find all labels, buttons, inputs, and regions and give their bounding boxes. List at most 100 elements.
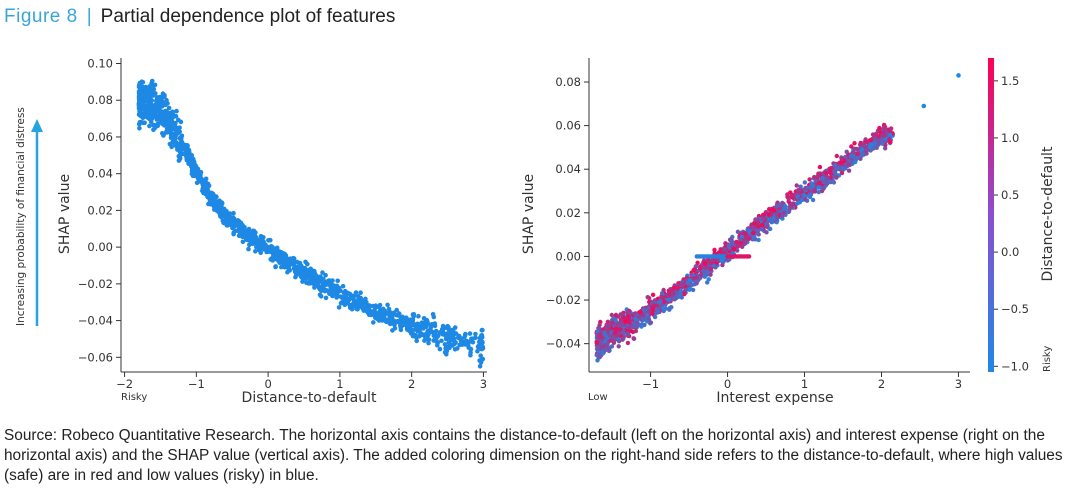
data-point (145, 90, 150, 96)
data-point (807, 177, 812, 182)
data-point (392, 325, 398, 331)
data-point (855, 152, 860, 157)
data-point (182, 145, 188, 151)
data-point (705, 280, 710, 285)
data-point (806, 193, 811, 199)
data-point (448, 330, 454, 336)
data-point (605, 343, 610, 348)
y-tick-label: 0.04 (87, 167, 113, 181)
data-point (712, 247, 717, 253)
data-point (838, 160, 843, 165)
data-point (318, 294, 324, 299)
data-point (157, 108, 163, 114)
data-point (189, 163, 195, 169)
data-point (477, 364, 483, 369)
data-point (315, 281, 321, 287)
data-point (403, 316, 409, 322)
data-point (150, 114, 156, 119)
data-point (321, 282, 327, 288)
data-point (616, 344, 621, 349)
data-point (661, 287, 666, 293)
data-point (736, 243, 742, 248)
x-tick-label: 2 (408, 377, 415, 391)
data-point (828, 168, 833, 173)
x-tick-label: 1 (801, 377, 808, 391)
data-point (816, 185, 821, 190)
data-point (468, 352, 473, 358)
data-point (430, 312, 436, 317)
data-point (698, 264, 703, 269)
data-point (358, 304, 364, 309)
data-point (350, 302, 356, 307)
data-point (345, 301, 351, 306)
data-point (853, 156, 858, 161)
data-point (656, 300, 661, 305)
data-point (740, 244, 745, 249)
x-tick-label: 1 (336, 377, 343, 391)
y-tick-label: 0.04 (555, 162, 581, 176)
data-point (618, 312, 623, 317)
data-point (323, 272, 328, 278)
data-point (781, 210, 787, 215)
data-point (334, 295, 339, 300)
left-corner-label: Risky (121, 392, 147, 403)
data-point (364, 299, 369, 305)
data-point (478, 342, 483, 347)
data-point (253, 249, 258, 254)
data-point (729, 239, 734, 245)
data-point (158, 115, 163, 120)
data-point (218, 203, 223, 209)
data-point (240, 233, 246, 239)
data-point (143, 107, 148, 112)
data-point (632, 311, 637, 317)
data-point (771, 208, 777, 213)
data-point (756, 237, 761, 243)
data-point (398, 323, 403, 328)
data-point (702, 274, 707, 279)
data-point (834, 153, 839, 159)
data-point (654, 307, 659, 312)
data-point (148, 119, 154, 125)
data-point (398, 327, 404, 333)
data-point (187, 150, 192, 155)
data-point (755, 229, 760, 234)
data-point (231, 210, 236, 216)
data-point (246, 246, 251, 252)
data-point (414, 338, 420, 344)
data-point (261, 239, 266, 244)
data-point (236, 233, 242, 239)
data-point (750, 230, 756, 236)
data-point (732, 246, 737, 252)
data-point (186, 159, 191, 165)
y-tick-label: −0.02 (546, 293, 581, 307)
data-point (194, 180, 200, 186)
data-point (802, 180, 807, 185)
data-point (859, 153, 864, 158)
data-point (466, 345, 472, 350)
data-point (261, 235, 266, 240)
data-point (213, 194, 219, 199)
data-point (663, 306, 668, 311)
data-point (173, 120, 178, 126)
data-point (695, 260, 700, 265)
data-point (882, 133, 887, 138)
y-tick-label: 0.06 (87, 130, 113, 144)
data-point (883, 146, 888, 151)
data-point (425, 329, 430, 335)
data-point (661, 299, 667, 304)
data-point (881, 125, 887, 130)
data-point (203, 176, 209, 182)
data-point (469, 339, 475, 344)
right-y-ticks: 0.08 0.06 0.04 0.02 0.00 −0.02 −0.04 (546, 75, 589, 351)
data-point (255, 237, 260, 242)
data-point (299, 264, 305, 270)
data-point (300, 274, 305, 279)
left-x-ticks: −2 −1 0 1 2 3 (116, 372, 487, 391)
data-point (783, 204, 788, 209)
data-point (691, 267, 696, 273)
data-point (594, 340, 600, 345)
data-point (162, 123, 167, 128)
data-point (606, 324, 612, 329)
data-point (616, 321, 621, 326)
data-point (858, 142, 863, 147)
